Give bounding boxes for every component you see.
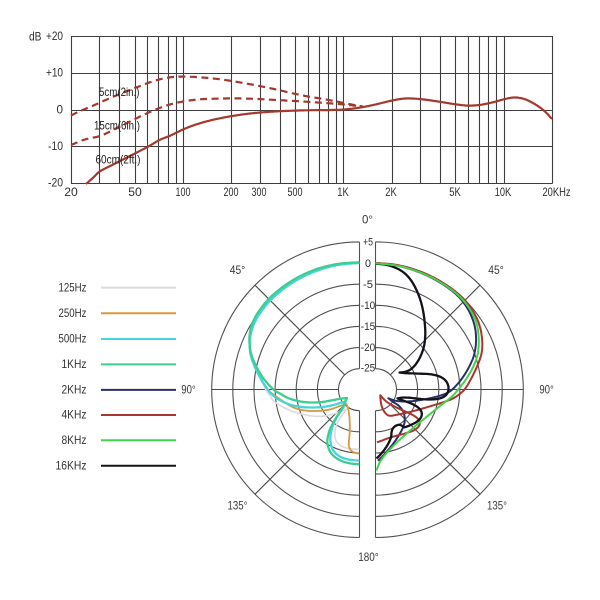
svg-text:1K: 1K bbox=[337, 185, 349, 199]
svg-text:20: 20 bbox=[64, 185, 78, 199]
svg-text:-20: -20 bbox=[48, 178, 63, 190]
svg-text:10K: 10K bbox=[495, 185, 512, 199]
svg-text:16KHz: 16KHz bbox=[56, 458, 87, 472]
svg-text:0: 0 bbox=[365, 258, 371, 270]
svg-text:135°: 135° bbox=[228, 499, 248, 513]
svg-text:-10: -10 bbox=[48, 141, 63, 153]
svg-text:15cm(6in.): 15cm(6in.) bbox=[94, 119, 140, 133]
svg-text:+5: +5 bbox=[363, 237, 373, 249]
svg-text:135°: 135° bbox=[487, 499, 507, 513]
svg-text:2KHz: 2KHz bbox=[62, 383, 87, 397]
svg-text:500: 500 bbox=[288, 185, 303, 199]
svg-text:+20: +20 bbox=[46, 31, 63, 43]
svg-text:250Hz: 250Hz bbox=[59, 306, 87, 320]
svg-text:5K: 5K bbox=[449, 185, 461, 199]
svg-text:0°: 0° bbox=[362, 213, 373, 227]
svg-text:180°: 180° bbox=[358, 550, 379, 564]
svg-text:-15: -15 bbox=[361, 321, 376, 333]
svg-text:4KHz: 4KHz bbox=[62, 408, 87, 422]
svg-text:300: 300 bbox=[252, 185, 267, 199]
svg-text:20KHz: 20KHz bbox=[543, 185, 571, 199]
svg-text:5cm(2in.): 5cm(2in.) bbox=[99, 85, 140, 99]
svg-text:500Hz: 500Hz bbox=[59, 332, 87, 346]
svg-text:45°: 45° bbox=[488, 263, 504, 277]
svg-text:200: 200 bbox=[224, 185, 239, 199]
svg-text:-25: -25 bbox=[361, 363, 376, 375]
svg-text:100: 100 bbox=[176, 185, 191, 199]
svg-text:-20: -20 bbox=[361, 342, 376, 354]
svg-text:dB: dB bbox=[29, 32, 42, 44]
svg-text:90°: 90° bbox=[539, 383, 554, 397]
svg-text:-10: -10 bbox=[361, 300, 376, 312]
svg-text:90°: 90° bbox=[181, 383, 196, 397]
svg-text:0: 0 bbox=[57, 104, 64, 116]
svg-text:45°: 45° bbox=[230, 263, 246, 277]
svg-text:+10: +10 bbox=[46, 68, 63, 80]
svg-text:60cm(2ft.): 60cm(2ft.) bbox=[96, 153, 141, 167]
svg-text:1KHz: 1KHz bbox=[62, 357, 87, 371]
svg-text:2K: 2K bbox=[385, 185, 397, 199]
svg-text:8KHz: 8KHz bbox=[62, 433, 87, 447]
svg-text:-5: -5 bbox=[363, 279, 373, 291]
svg-text:50: 50 bbox=[128, 185, 142, 199]
svg-text:125Hz: 125Hz bbox=[59, 280, 87, 294]
